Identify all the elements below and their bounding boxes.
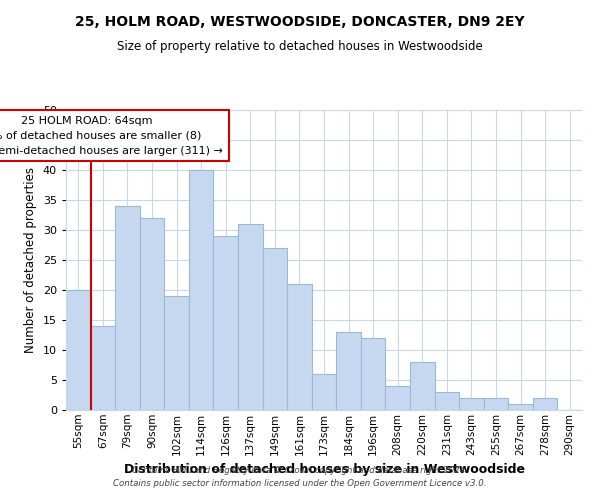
Y-axis label: Number of detached properties: Number of detached properties (24, 167, 37, 353)
Text: Contains HM Land Registry data © Crown copyright and database right 2024.
Contai: Contains HM Land Registry data © Crown c… (113, 466, 487, 487)
Bar (434, 392, 459, 410)
Bar (336, 332, 361, 410)
Bar (189, 170, 214, 410)
Bar (508, 404, 533, 410)
Bar (164, 296, 189, 410)
Bar (287, 284, 312, 410)
Bar (459, 398, 484, 410)
Text: Size of property relative to detached houses in Westwoodside: Size of property relative to detached ho… (117, 40, 483, 53)
Bar (140, 218, 164, 410)
Bar (263, 248, 287, 410)
X-axis label: Distribution of detached houses by size in Westwoodside: Distribution of detached houses by size … (124, 463, 524, 476)
Text: 25 HOLM ROAD: 64sqm
← 3% of detached houses are smaller (8)
97% of semi-detached: 25 HOLM ROAD: 64sqm ← 3% of detached hou… (0, 116, 223, 156)
Bar (66, 290, 91, 410)
Bar (385, 386, 410, 410)
Bar (484, 398, 508, 410)
Bar (115, 206, 140, 410)
Bar (91, 326, 115, 410)
Bar (361, 338, 385, 410)
Bar (214, 236, 238, 410)
Bar (410, 362, 434, 410)
Bar (312, 374, 336, 410)
Bar (238, 224, 263, 410)
Text: 25, HOLM ROAD, WESTWOODSIDE, DONCASTER, DN9 2EY: 25, HOLM ROAD, WESTWOODSIDE, DONCASTER, … (75, 15, 525, 29)
Bar (533, 398, 557, 410)
